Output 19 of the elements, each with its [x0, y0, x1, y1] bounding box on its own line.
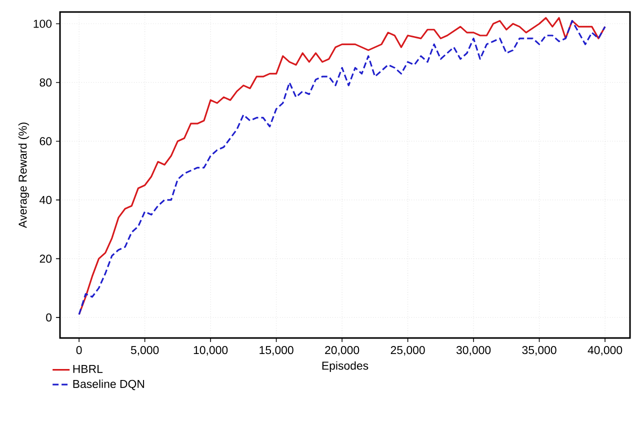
x-tick-label: 25,000: [390, 346, 425, 356]
x-tick-label: 5,000: [130, 346, 159, 356]
x-tick-label: 40,000: [588, 346, 622, 356]
y-tick-label: 60: [40, 137, 52, 146]
y-tick-label: 0: [46, 313, 52, 322]
x-tick-label: 15,000: [260, 346, 294, 356]
x-tick-label: 0: [76, 346, 82, 354]
x-tick-label: 20,000: [325, 346, 360, 356]
legend-label: HBRL: [73, 365, 103, 373]
x-axis-title: Episodes: [322, 361, 368, 372]
y-tick-label: 100: [34, 20, 52, 28]
x-tick-label: 10,000: [194, 346, 228, 356]
x-tick-label: 35,000: [522, 346, 556, 356]
y-tick-label: 40: [40, 196, 52, 204]
y-tick-label: 80: [40, 78, 52, 87]
legend-label: Baseline DQN: [73, 380, 144, 390]
y-tick-label: 20: [40, 254, 52, 263]
y-axis-title: Average Reward (%): [18, 122, 30, 228]
x-tick-label: 30,000: [456, 346, 491, 356]
